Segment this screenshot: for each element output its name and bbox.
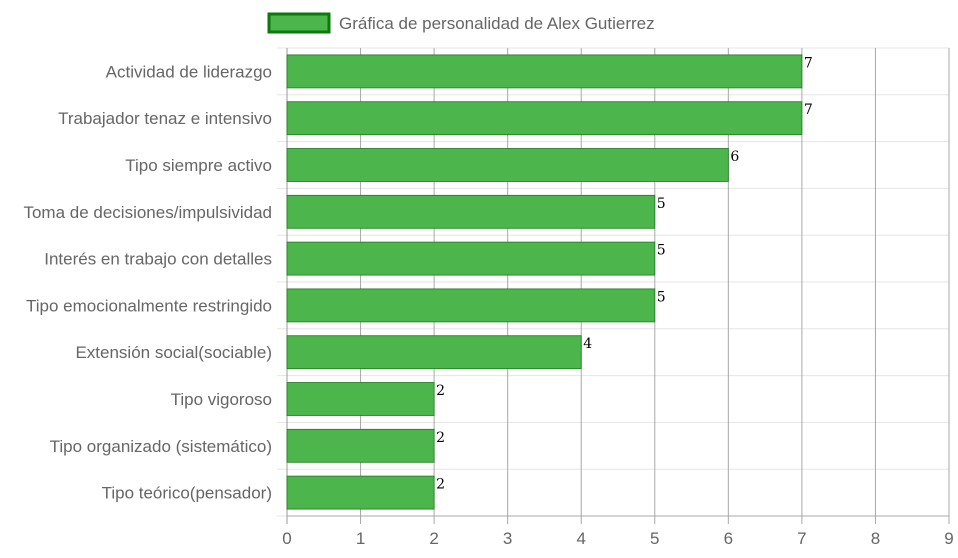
category-label: Extensión social(sociable): [75, 343, 272, 362]
x-tick-label: 1: [356, 529, 365, 548]
bar[interactable]: [286, 382, 435, 416]
category-labels: Actividad de liderazgo Trabajador tenaz e…: [23, 62, 272, 502]
value-label: 6: [730, 149, 739, 165]
category-label: Trabajador tenaz e intensivo: [58, 109, 272, 128]
x-tick-label: 6: [724, 529, 733, 548]
value-label: 2: [436, 430, 445, 446]
category-label: Tipo siempre activo: [125, 156, 272, 175]
x-tick-label: 3: [503, 529, 512, 548]
bars: [286, 54, 803, 510]
bar[interactable]: [286, 288, 656, 323]
x-tick-label: 7: [797, 529, 806, 548]
value-labels: 7 7 6 5 5 5 4 2 2 2: [436, 55, 813, 492]
value-label: 5: [657, 196, 666, 212]
x-tick-label: 0: [282, 529, 291, 548]
bar[interactable]: [286, 101, 803, 136]
category-label: Tipo organizado (sistemático): [50, 437, 272, 456]
bar[interactable]: [286, 54, 803, 89]
bar[interactable]: [286, 475, 435, 510]
x-tick-label: 2: [429, 529, 438, 548]
value-label: 2: [436, 477, 445, 493]
bar[interactable]: [286, 194, 656, 229]
value-label: 7: [804, 102, 813, 118]
legend[interactable]: Gráfica de personalidad de Alex Gutierre…: [267, 12, 655, 34]
value-label: 5: [657, 243, 666, 259]
legend-swatch: [267, 12, 331, 34]
value-label: 4: [583, 336, 592, 352]
x-tick-label: 8: [871, 529, 880, 548]
x-tick-label: 5: [650, 529, 659, 548]
value-label: 2: [436, 383, 445, 399]
category-label: Tipo teórico(pensador): [102, 484, 272, 503]
bar[interactable]: [286, 335, 582, 370]
value-label: 5: [657, 289, 666, 305]
category-label: Tipo vigoroso: [171, 390, 272, 409]
value-label: 7: [804, 55, 813, 71]
x-tick-label: 4: [576, 529, 585, 548]
category-label: Interés en trabajo con detalles: [44, 250, 272, 269]
x-tick-label: 9: [944, 529, 953, 548]
category-label: Toma de decisiones/impulsividad: [23, 203, 272, 222]
bar[interactable]: [286, 148, 729, 182]
x-axis-ticks: 0 1 2 3 4 5 6 7 8 9: [282, 529, 953, 548]
legend-label: Gráfica de personalidad de Alex Gutierre…: [339, 14, 655, 33]
category-label: Tipo emocionalmente restringido: [26, 296, 272, 315]
category-label: Actividad de liderazgo: [106, 62, 272, 81]
bar[interactable]: [286, 428, 435, 463]
bar[interactable]: [286, 241, 656, 276]
